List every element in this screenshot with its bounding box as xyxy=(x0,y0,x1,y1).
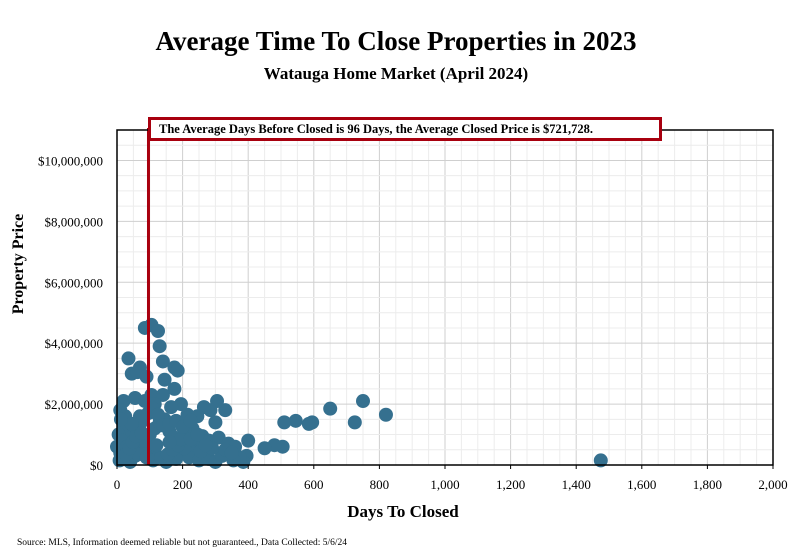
x-tick-label: 800 xyxy=(370,477,390,492)
data-point xyxy=(208,415,223,430)
data-point xyxy=(157,372,172,387)
y-tick-label: $6,000,000 xyxy=(45,275,104,290)
x-axis-ticks: 0 200 400 600 800 1,000 1,200 1,400 1,600 1,800 2,… xyxy=(114,465,788,492)
data-point xyxy=(301,416,316,431)
average-annotation: The Average Days Before Closed is 96 Day… xyxy=(148,117,662,141)
data-point xyxy=(257,441,272,456)
data-point xyxy=(167,381,182,396)
data-point xyxy=(113,412,128,427)
x-tick-label: 2,000 xyxy=(758,477,787,492)
data-point xyxy=(170,363,185,378)
data-point xyxy=(134,426,149,441)
data-point xyxy=(149,438,164,453)
chart-subtitle: Watauga Home Market (April 2024) xyxy=(263,64,529,83)
data-point xyxy=(198,438,213,453)
y-tick-label: $8,000,000 xyxy=(45,214,104,229)
data-point xyxy=(124,416,139,431)
data-point xyxy=(356,394,370,409)
data-point xyxy=(277,415,292,430)
x-tick-label: 1,000 xyxy=(430,477,459,492)
data-point xyxy=(593,453,608,468)
data-points xyxy=(110,317,608,469)
source-note: Source: MLS, Information deemed reliable… xyxy=(17,538,348,548)
x-tick-label: 0 xyxy=(114,477,121,492)
data-point xyxy=(190,427,205,442)
x-tick-label: 600 xyxy=(304,477,324,492)
data-point xyxy=(151,324,165,338)
y-axis-label: Property Price xyxy=(10,213,27,315)
data-point xyxy=(241,433,256,448)
data-point xyxy=(162,435,177,450)
x-tick-label: 1,800 xyxy=(693,477,722,492)
chart-title: Average Time To Close Properties in 2023 xyxy=(155,26,637,56)
data-point xyxy=(288,413,303,428)
x-tick-label: 1,200 xyxy=(496,477,525,492)
data-point xyxy=(218,403,233,418)
y-tick-label: $2,000,000 xyxy=(45,397,104,412)
data-point xyxy=(224,445,239,460)
data-point xyxy=(151,407,165,422)
data-point xyxy=(139,369,154,384)
data-point xyxy=(152,339,167,354)
y-tick-label: $4,000,000 xyxy=(45,336,104,351)
x-tick-label: 1,400 xyxy=(562,477,591,492)
data-point xyxy=(173,432,188,447)
y-tick-label: $10,000,000 xyxy=(38,153,103,168)
x-tick-label: 200 xyxy=(173,477,193,492)
x-axis-label: Days To Closed xyxy=(347,502,459,521)
data-point xyxy=(155,354,170,369)
data-point xyxy=(155,387,170,402)
y-axis-ticks: $0 $2,000,000 $4,000,000 $6,000,000 $8,000,0… xyxy=(38,153,103,473)
data-point xyxy=(164,400,179,415)
data-point xyxy=(347,415,362,430)
x-tick-label: 1,600 xyxy=(627,477,656,492)
y-tick-label: $0 xyxy=(90,458,103,473)
data-point xyxy=(183,413,198,428)
x-tick-label: 400 xyxy=(238,477,258,492)
data-point xyxy=(378,407,393,422)
data-point xyxy=(323,401,338,416)
data-point xyxy=(121,351,136,366)
